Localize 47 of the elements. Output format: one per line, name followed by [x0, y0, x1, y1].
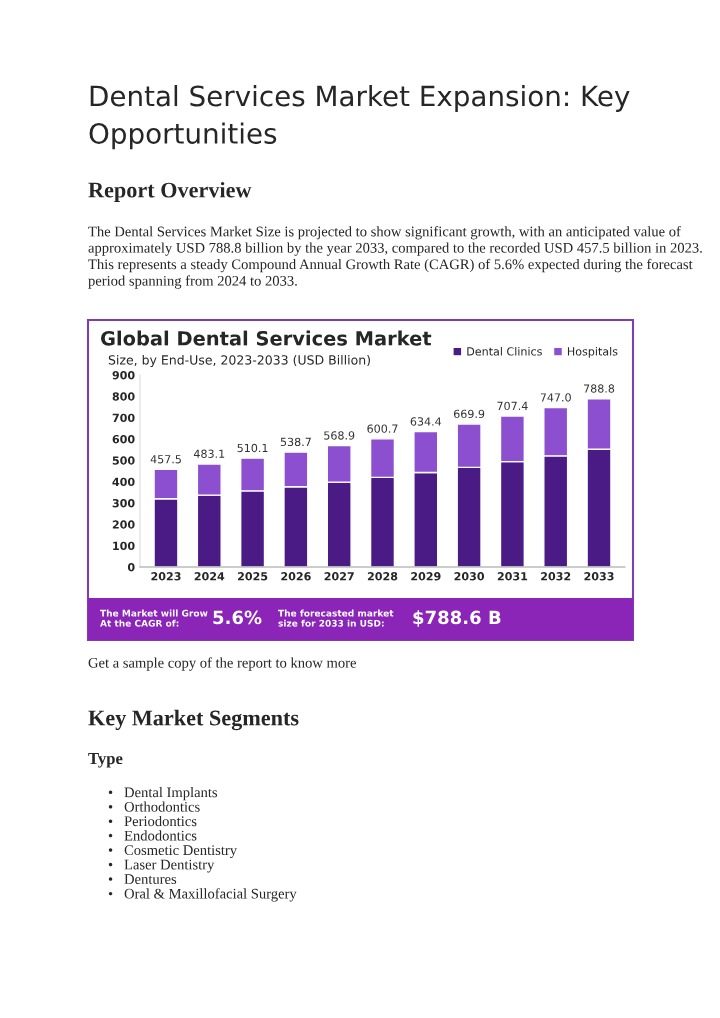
total-label: 788.8 — [584, 384, 615, 393]
chart-subtitle: Size, by End-Use, 2023-2033 (USD Billion) — [108, 354, 370, 368]
legend-label: Dental Clinics — [467, 347, 542, 356]
text: The forecasted market size for 2033 in USD: — [278, 609, 394, 627]
total-label: 669.9 — [453, 409, 485, 419]
x-tick-label: 2024 — [194, 572, 225, 581]
text: Dental Services Market Expansion: Key Opportunities — [89, 85, 630, 150]
y-tick-label: 400 — [112, 477, 135, 487]
x-tick-label: 2032 — [541, 572, 571, 581]
text: Key Market Segments — [88, 709, 299, 731]
x-tick-label: 2025 — [238, 572, 268, 581]
y-tick-label: 500 — [112, 456, 135, 465]
text: Report Overview — [88, 181, 252, 203]
total-label: 457.5 — [150, 455, 181, 464]
text: The Dental Services Market Size is projected to show significant growth, with an anticipated value of approximately USD 788.8 billion by the year 2033, compared to the recorded USD 457.5 billion in 2023. This represents a steady Compound Annual Growth Rate (CAGR) of 5.6% expected during the forecast period spanning from 2024 to 2033. — [88, 226, 702, 289]
y-tick-label: 0 — [127, 562, 135, 572]
total-label: 510.1 — [237, 443, 268, 453]
text: 5.6% — [213, 610, 262, 625]
text: Get a sample copy of the report to know more — [88, 657, 356, 671]
x-tick-label: 2028 — [367, 572, 398, 581]
total-label: 483.1 — [193, 449, 225, 458]
y-tick-label: 300 — [112, 498, 135, 508]
y-tick-label: 700 — [112, 413, 135, 423]
text: • Dental Implants • Orthodontics • Periodontics • Endodontics • Cosmetic Dentistry • Laser Dentistry • Dentures • Oral & Maxillofacial Surgery — [108, 787, 297, 902]
text: Type — [88, 753, 123, 768]
x-tick-label: 2031 — [497, 572, 528, 581]
x-tick-label: 2027 — [324, 572, 354, 581]
text: $788.6 B — [413, 610, 501, 627]
text: The Market will Grow At the CAGR of: — [100, 609, 208, 627]
y-tick-label: 900 — [112, 370, 135, 380]
x-tick-label: 2026 — [281, 572, 311, 581]
total-label: 634.4 — [410, 417, 442, 426]
chart-title: Global Dental Services Market — [100, 330, 432, 346]
legend-label: Hospitals — [567, 347, 618, 358]
y-tick-label: 600 — [112, 434, 135, 444]
y-tick-label: 200 — [112, 520, 135, 529]
x-tick-label: 2029 — [411, 572, 441, 581]
total-label: 707.4 — [497, 401, 528, 411]
total-label: 600.7 — [367, 424, 398, 433]
y-tick-label: 100 — [113, 541, 135, 551]
total-label: 568.9 — [324, 431, 355, 440]
y-tick-label: 800 — [112, 392, 135, 401]
x-tick-label: 2023 — [151, 572, 181, 581]
total-label: 747.0 — [540, 393, 571, 402]
x-tick-label: 2030 — [454, 572, 485, 581]
total-label: 538.7 — [280, 437, 311, 447]
x-tick-label: 2033 — [584, 572, 614, 581]
